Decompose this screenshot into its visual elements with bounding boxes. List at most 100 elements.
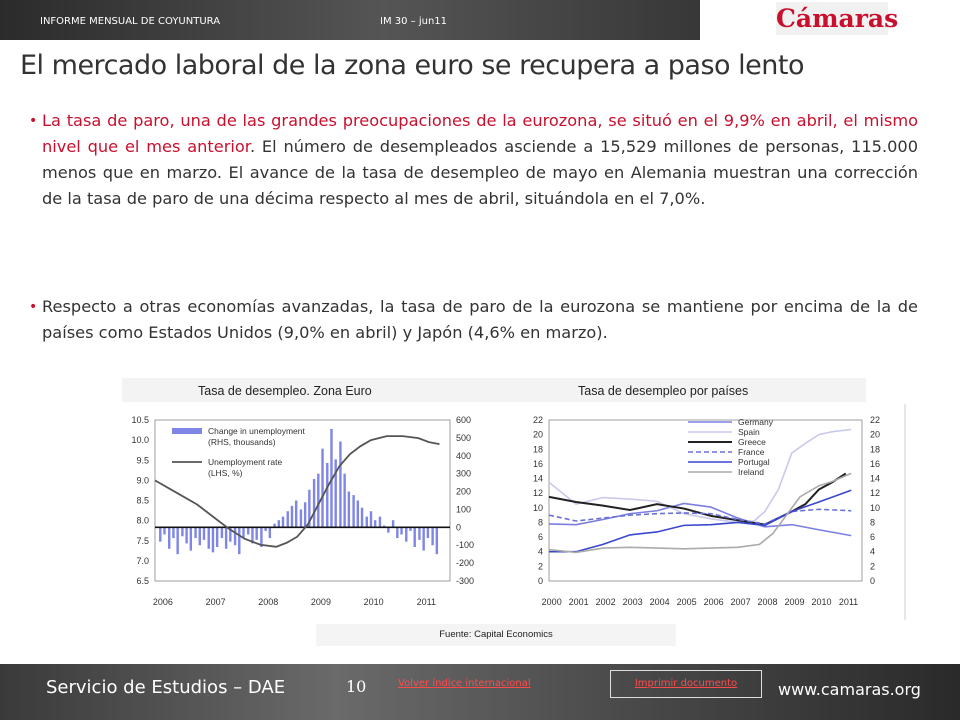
chart1-bar [299,509,303,528]
chart1-x-tick: 2007 [206,597,226,607]
chart1-bar [238,527,241,555]
chart1-bar [215,527,219,548]
chart2-x-tick: 2008 [758,597,778,607]
chart2-y-left-tick: 16 [533,459,543,469]
chart1-bar [264,527,267,531]
chart1-y-right-tick: 500 [456,433,471,443]
chart2-legend-label-portugal: Portugal [738,457,770,467]
chart2-x-tick: 2000 [542,597,562,607]
chart1-bar [189,527,193,551]
chart1-legend-bars-label: Change in unemployment [208,426,306,436]
chart2-x-tick: 2011 [839,597,858,607]
chart2-series-portugal [549,489,852,553]
chart1-bar [422,527,425,551]
chart1-y-left-tick: 9.0 [136,475,149,485]
report-issue: IM 30 – jun11 [380,16,448,27]
chart1-rate-line [154,435,440,548]
chart1-y-right-tick: 0 [456,522,461,532]
chart1-y-left-tick: 8.0 [136,516,149,526]
chart2-series-greece [548,472,847,526]
chart2-legend-label-greece: Greece [738,437,766,447]
chart2-y-left-tick: 12 [533,488,543,498]
chart1-y-right-tick: 300 [456,469,471,479]
chart1-bar [339,441,342,528]
chart1-bar [303,502,307,528]
chart1-bar [233,527,237,546]
back-to-index-link[interactable]: Volver índice internacional [398,678,531,689]
chart1-bar [159,527,162,542]
chart2-series-france [548,508,852,525]
chart1-bar [435,527,439,555]
chart1-bar [356,500,360,528]
chart2-y-right-tick: 8 [870,517,875,527]
logo-area: Cámaras [700,0,960,40]
chart1-bar [194,527,197,539]
chart1-y-right-tick: 600 [456,415,471,425]
chart2-y-left-tick: 22 [533,415,543,425]
chart1-y-left-tick: 8.5 [136,496,149,506]
chart1-bar [396,527,399,539]
chart1-y-right-tick: 200 [456,487,471,497]
chart1-bar [207,527,210,549]
chart1-bar [418,527,421,540]
chart2-x-tick: 2010 [812,597,832,607]
chart1-bar [163,527,166,535]
chart2-y-right-tick: 20 [870,430,880,440]
chart1-bar [172,527,175,539]
chart1-bar [247,527,250,535]
chart2-series-spain [548,428,852,524]
chart1-y-left-tick: 9.5 [136,455,149,465]
chart2-x-tick: 2009 [785,597,805,607]
chart1-bar [405,527,408,542]
chart2-x-tick: 2003 [623,597,643,607]
chart2-x-tick: 2005 [677,597,697,607]
chart1-bar [347,491,351,528]
chart1-bar [255,527,258,540]
chart2-legend-label-ireland: Ireland [738,467,764,477]
chart1-bar [321,448,324,528]
chart2-y-right-tick: 14 [870,474,880,484]
chart2-series-ireland [548,472,852,554]
chart1-bar [294,500,298,528]
chart2-x-tick: 2006 [704,597,724,607]
chart1-y-right-tick: -100 [456,540,474,550]
chart1-bar [211,527,215,553]
chart1-bar [317,473,320,528]
chart2-y-right-tick: 12 [870,488,880,498]
chart1-y-right-tick: 400 [456,451,471,461]
page-number: 10 [346,677,367,696]
chart1-bar [185,527,188,544]
chart2-y-left-tick: 2 [538,561,543,571]
chart1-bar [431,527,434,546]
chart1-bar [277,520,281,528]
chart2-frame [548,419,863,582]
chart2-y-right-tick: 10 [870,503,880,513]
chart2-y-right-tick: 2 [870,561,875,571]
chart1-bar [378,516,382,528]
chart1-bar [273,523,276,528]
chart1-bar [229,527,232,542]
page-title: El mercado laboral de la zona euro se re… [20,50,804,81]
print-document-button[interactable]: Imprimir documento [610,670,762,698]
chart1-legend-line-unit: (LHS, %) [208,468,243,478]
chart1-bar [312,479,316,528]
paragraph-1-highlight: La tasa de paro, una de las grandes preo… [42,111,918,156]
website-url[interactable]: www.camaras.org [778,680,921,699]
chart1-bar [290,505,294,528]
bullet-icon: • [29,113,38,129]
chart2-y-right-tick: 6 [870,532,875,542]
chart1-bar [326,462,329,528]
chart1-x-tick: 2011 [417,597,436,607]
chart1-bar [413,527,416,548]
chart1-y-left-tick: 7.0 [136,556,149,566]
footer-bar [0,664,960,720]
chart1-x-tick: 2009 [311,597,331,607]
chart1-x-tick: 2008 [258,597,278,607]
chart1-y-left-tick: 10.0 [131,435,149,445]
chart2-y-left-tick: 18 [533,444,543,454]
paragraph-2: • Respecto a otras economías avanzadas, … [29,294,918,346]
chart1-bar [373,520,377,528]
right-chart-title: Tasa de desempleo por países [578,384,749,398]
chart2-x-tick: 2002 [596,597,616,607]
chart1-bar [343,473,346,528]
